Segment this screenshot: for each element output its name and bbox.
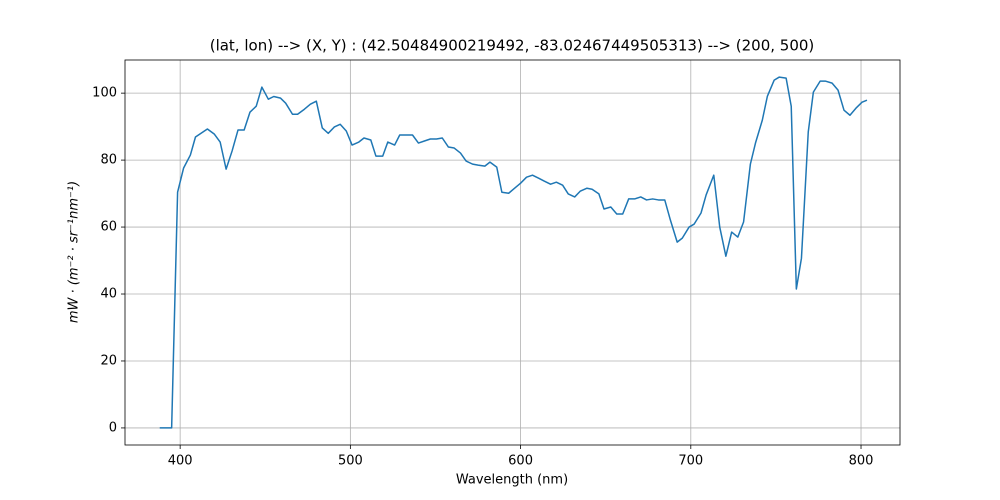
chart-title: (lat, lon) --> (X, Y) : (42.504849002194… [210, 37, 815, 55]
y-tick-label: 80 [100, 153, 117, 168]
x-axis-label: Wavelength (nm) [456, 473, 568, 488]
y-axis-label: mW · (m⁻² · sr⁻¹nm⁻¹) [67, 181, 82, 323]
y-tick-label: 60 [100, 220, 117, 235]
x-tick-label: 600 [508, 454, 533, 469]
x-tick-label: 800 [849, 454, 874, 469]
y-tick-label: 40 [100, 287, 117, 302]
y-tick-label: 20 [100, 353, 117, 368]
plot-frame [124, 59, 901, 446]
y-tick-label: 100 [92, 86, 117, 101]
y-tick-label: 0 [109, 420, 117, 435]
line [159, 76, 868, 429]
x-tick-label: 500 [338, 454, 363, 469]
x-tick-label: 700 [678, 454, 703, 469]
x-tick-label: 400 [168, 454, 193, 469]
